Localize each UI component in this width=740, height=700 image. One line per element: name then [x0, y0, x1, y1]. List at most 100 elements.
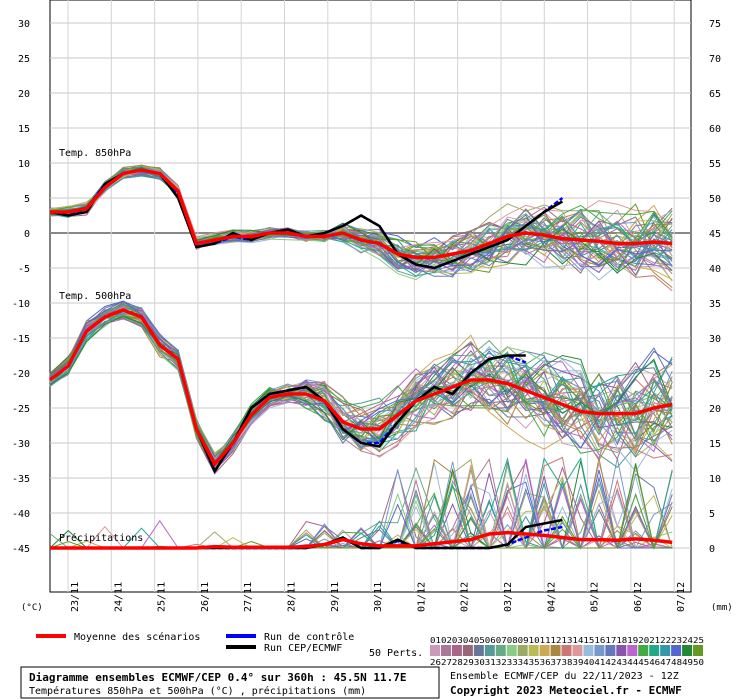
perts-swatch [561, 645, 572, 656]
perts-swatch [550, 645, 561, 656]
left-tick-label: 15 [18, 124, 30, 135]
left-tick-label: -40 [12, 509, 30, 520]
copyright: Copyright 2023 Meteociel.fr - ECMWF [450, 684, 682, 697]
x-tick-label: 26/11 [200, 582, 211, 612]
perts-swatch [517, 645, 528, 656]
chart-subtitle: Températures 850hPa et 500hPa (°C) , pré… [29, 685, 366, 697]
right-tick-label: 65 [709, 89, 721, 100]
x-tick-label: 25/11 [157, 582, 168, 612]
right-axis-unit: (mm) [711, 603, 733, 613]
right-tick-label: 10 [709, 474, 721, 485]
member-t850 [49, 164, 673, 267]
perts-swatch [616, 645, 627, 656]
perts-swatch [572, 645, 583, 656]
legend-control-label: Run de contrôle [264, 631, 354, 643]
perts-swatch [682, 645, 693, 656]
member-t500 [49, 312, 673, 473]
x-tick-label: 23/11 [70, 582, 81, 612]
x-tick-label: 30/11 [373, 582, 384, 612]
left-tick-label: 25 [18, 54, 30, 65]
x-tick-label: 03/12 [503, 582, 514, 612]
perts-swatch [671, 645, 682, 656]
x-tick-label: 05/12 [590, 582, 601, 612]
chart-title: Diagramme ensembles ECMWF/CEP 0.4° sur 3… [29, 671, 407, 684]
perts-swatch [638, 645, 649, 656]
plot-area [49, 0, 692, 593]
left-tick-label: -10 [12, 299, 30, 310]
x-tick-label: 01/12 [416, 582, 427, 612]
perts-row-2: 2627282930313233343536373839404142434445… [430, 658, 704, 667]
x-tick-label: 06/12 [633, 582, 644, 612]
perts-swatch [605, 645, 616, 656]
left-tick-label: -35 [12, 474, 30, 485]
left-tick-label: 30 [18, 19, 30, 30]
right-tick-label: 20 [709, 404, 721, 415]
series-t500-mean [48, 308, 673, 468]
series-t850-mean [50, 168, 673, 260]
legend-ecmwf-label: Run CEP/ECMWF [264, 643, 342, 654]
right-tick-label: 75 [709, 19, 721, 30]
right-tick-label: 60 [709, 124, 721, 135]
left-tick-label: 0 [24, 229, 30, 240]
right-tick-label: 25 [709, 369, 721, 380]
grid [50, 0, 691, 592]
perts-swatch [451, 645, 462, 656]
right-tick-label: 50 [709, 194, 721, 205]
member-t500 [49, 315, 673, 468]
right-tick-label: 40 [709, 264, 721, 275]
x-tick-label: 28/11 [287, 582, 298, 612]
panel-label-t850: Temp. 850hPa [59, 148, 131, 159]
left-tick-label: 20 [18, 89, 30, 100]
left-tick-label: -15 [12, 334, 30, 345]
perts-swatch [693, 645, 704, 656]
right-tick-label: 55 [709, 159, 721, 170]
left-tick-label: -45 [12, 544, 30, 555]
legend-perts-label: 50 Perts. [369, 648, 423, 659]
x-tick-label: 24/11 [113, 582, 124, 612]
perts-swatch [462, 645, 473, 656]
member-t850 [49, 175, 673, 267]
perts-row-1: 0102030405060708091011121314151617181920… [430, 636, 704, 645]
left-tick-label: -25 [12, 404, 30, 415]
right-tick-label: 70 [709, 54, 721, 65]
right-tick-label: 30 [709, 334, 721, 345]
left-axis-unit: (°C) [21, 603, 43, 613]
perts-swatch [506, 645, 517, 656]
title-box [20, 666, 440, 699]
right-tick-label: 35 [709, 299, 721, 310]
run-info: Ensemble ECMWF/CEP du 22/11/2023 - 12Z [450, 671, 679, 682]
x-tick-label: 02/12 [460, 582, 471, 612]
axis-ticks: 302520151050-5-10-15-20-25-30-35-40-4575… [12, 19, 721, 612]
member-t850 [49, 170, 673, 273]
perts-swatch [484, 645, 495, 656]
perts-swatch [440, 645, 451, 656]
perts-swatch [594, 645, 605, 656]
perts-swatch [539, 645, 550, 656]
perts-swatch [495, 645, 506, 656]
member-t500 [49, 315, 673, 471]
right-tick-label: 0 [709, 544, 715, 555]
member-t500 [49, 311, 673, 473]
series-precip-mean [50, 530, 673, 550]
member-t500 [49, 310, 673, 475]
left-tick-label: 5 [24, 194, 30, 205]
panel-label-t500: Temp. 500hPa [59, 291, 131, 302]
legend-mean-label: Moyenne des scénarios [74, 631, 200, 643]
perts-color-swatches [430, 645, 704, 656]
right-tick-label: 15 [709, 439, 721, 450]
x-tick-label: 29/11 [330, 582, 341, 612]
left-tick-label: -20 [12, 369, 30, 380]
perts-swatch [583, 645, 594, 656]
right-tick-label: 45 [709, 229, 721, 240]
perts-swatch [649, 645, 660, 656]
x-tick-label: 27/11 [243, 582, 254, 612]
perts-swatch [528, 645, 539, 656]
x-tick-label: 07/12 [676, 582, 687, 612]
perts-swatch [430, 645, 440, 656]
right-tick-label: 5 [709, 509, 715, 520]
left-tick-label: 10 [18, 159, 30, 170]
panel-label-precip: Précipitations [59, 532, 143, 544]
left-tick-label: -5 [18, 264, 30, 275]
perts-swatch [627, 645, 638, 656]
